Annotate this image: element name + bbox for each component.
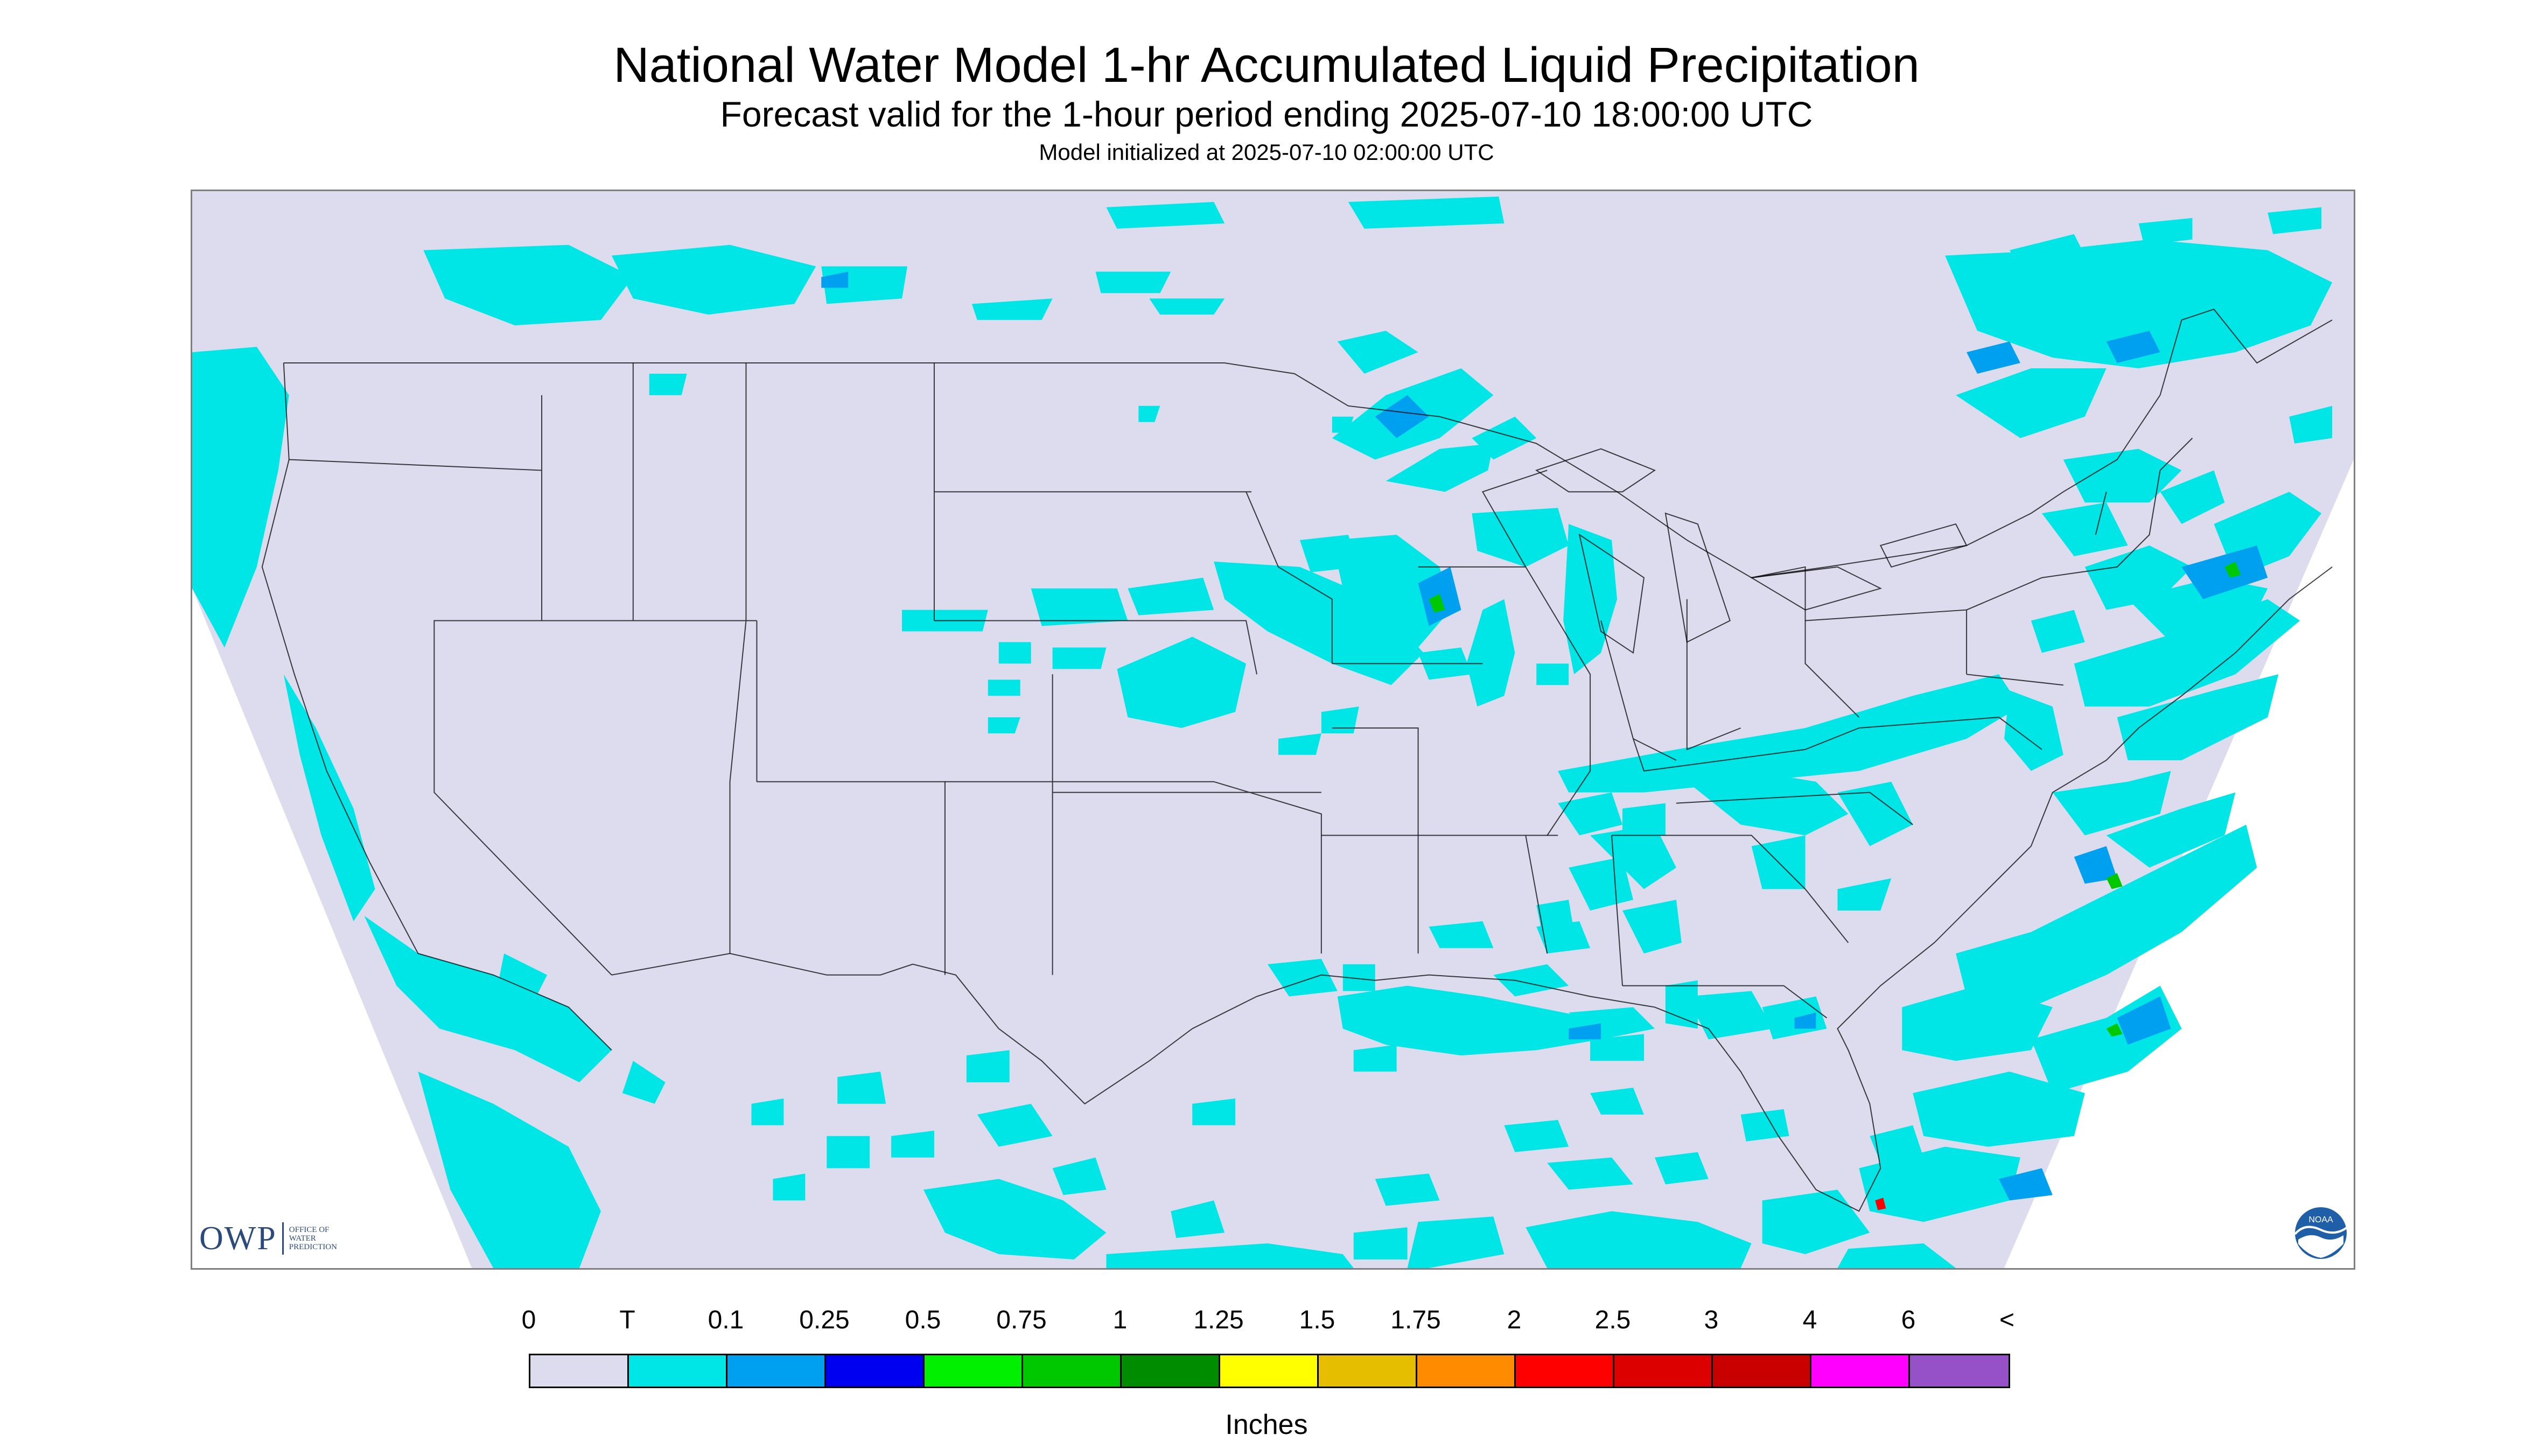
eastern-precip xyxy=(1536,599,2300,1268)
heavy-cells xyxy=(1429,561,2241,1037)
northeast-precip xyxy=(1945,207,2333,653)
mexico-precip xyxy=(751,1050,1354,1268)
northern-precip xyxy=(423,196,1505,460)
west-states xyxy=(289,363,946,976)
legend-swatch xyxy=(629,1355,727,1387)
canada-border xyxy=(283,309,2333,578)
legend-swatch xyxy=(530,1355,629,1387)
legend-swatch xyxy=(826,1355,925,1387)
legend-label: 1.25 xyxy=(1193,1306,1244,1334)
legend-label: 1.5 xyxy=(1299,1306,1335,1334)
legend-labels: 0 T 0.1 0.25 0.5 0.75 1 1.25 1.5 1.75 2 … xyxy=(0,1305,2533,1338)
legend-label: 2.5 xyxy=(1594,1306,1631,1334)
legend-label: 0.25 xyxy=(799,1306,850,1334)
legend-swatch xyxy=(1516,1355,1614,1387)
legend-color-bar xyxy=(529,1354,2010,1388)
legend-label: 1.75 xyxy=(1390,1306,1441,1334)
boundaries xyxy=(261,309,2333,1212)
legend-label: 0.5 xyxy=(905,1306,941,1334)
gulf-precip xyxy=(1268,921,1827,1268)
legend-label: 0.1 xyxy=(708,1306,744,1334)
legend-label: T xyxy=(619,1306,635,1334)
legend-label: 4 xyxy=(1802,1306,1817,1334)
midwest-states xyxy=(1418,470,1860,836)
legend-label: 3 xyxy=(1704,1306,1719,1334)
pacific-coast xyxy=(261,362,612,1051)
precipitation-map xyxy=(191,190,2355,1270)
legend-swatch xyxy=(1910,1355,2009,1387)
map-subtitle: Forecast valid for the 1-hour period end… xyxy=(720,94,1813,134)
intense-cells xyxy=(1875,1198,1886,1210)
model-init-time: Model initialized at 2025-07-10 02:00:00… xyxy=(1039,139,1494,165)
legend-swatch xyxy=(1220,1355,1319,1387)
map-canvas xyxy=(192,196,2354,1268)
pacific-precip xyxy=(192,347,666,1268)
gulf-coast xyxy=(1149,566,2333,1212)
legend-swatch xyxy=(1713,1355,1811,1387)
legend-label: 1 xyxy=(1112,1306,1128,1334)
legend-units: Inches xyxy=(1225,1409,1308,1440)
owp-logo-mark: OWP xyxy=(199,1222,284,1255)
owp-logo: OWP Office of Water Prediction xyxy=(199,1222,348,1255)
legend-label: < xyxy=(1999,1306,2015,1334)
mexico-border xyxy=(611,953,1150,1105)
legend-label: 0.75 xyxy=(996,1306,1047,1334)
plains-states xyxy=(933,363,1483,975)
owp-logo-text: Office of Water Prediction xyxy=(289,1226,337,1251)
legend-swatch xyxy=(1319,1355,1417,1387)
noaa-logo: NOAA xyxy=(2294,1207,2348,1259)
northeast-states xyxy=(1805,437,2193,686)
central-precip xyxy=(902,535,1424,755)
legend-swatch xyxy=(1614,1355,1713,1387)
legend-swatch xyxy=(1417,1355,1516,1387)
legend-swatch xyxy=(1811,1355,1910,1387)
legend-swatch xyxy=(925,1355,1023,1387)
map-title: National Water Model 1-hr Accumulated Li… xyxy=(613,38,1920,93)
legend-swatch xyxy=(1122,1355,1220,1387)
south-states xyxy=(1321,717,2042,1019)
legend-label: 6 xyxy=(1901,1306,1916,1334)
great-lakes xyxy=(1535,448,1968,654)
legend-swatch xyxy=(1023,1355,1122,1387)
projection-mask-left xyxy=(192,588,472,1268)
noaa-logo-text: NOAA xyxy=(2308,1215,2333,1224)
legend-swatch xyxy=(727,1355,826,1387)
legend-label: 0 xyxy=(521,1306,536,1334)
legend-label: 2 xyxy=(1507,1306,1522,1334)
